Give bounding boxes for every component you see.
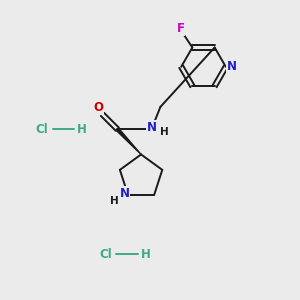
- Text: N: N: [119, 187, 129, 200]
- Text: Cl: Cl: [99, 248, 112, 260]
- Polygon shape: [116, 128, 141, 154]
- Text: H: H: [77, 123, 87, 136]
- Text: N: N: [147, 121, 157, 134]
- Text: H: H: [160, 127, 168, 137]
- Text: H: H: [110, 196, 119, 206]
- Text: H: H: [141, 248, 151, 260]
- Text: N: N: [227, 60, 237, 73]
- Text: O: O: [93, 101, 103, 114]
- Text: F: F: [176, 22, 184, 35]
- Text: Cl: Cl: [35, 123, 48, 136]
